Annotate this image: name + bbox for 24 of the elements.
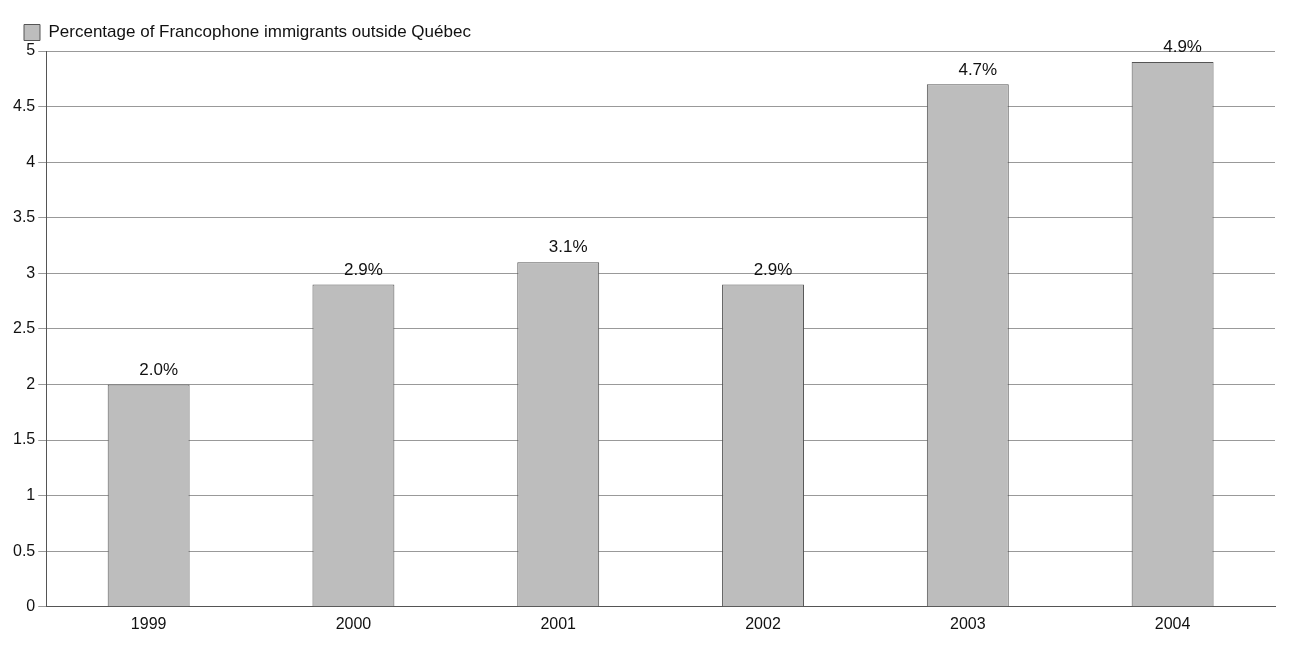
y-tick-label: 0.5 [12, 541, 36, 559]
data-label: 2.9% [753, 259, 793, 279]
y-tick-label: 0 [26, 597, 36, 615]
data-label: 3.1% [548, 237, 588, 257]
y-tick-label: 3 [26, 263, 36, 281]
y-tick-label: 1 [26, 486, 36, 504]
y-tick-label: 3.5 [12, 208, 36, 226]
data-label: 4.9% [1163, 37, 1202, 57]
y-tick-label: 5 [26, 41, 36, 59]
y-tick-label: 4 [26, 152, 36, 170]
x-tick-label: 2000 [335, 614, 372, 632]
x-tick-label: 1999 [130, 614, 167, 632]
y-tick-label: 4.5 [12, 96, 36, 114]
legend-label: Percentage of Francophone immigrants outside Québec [48, 22, 472, 42]
y-tick-label: 2 [26, 374, 36, 392]
data-label: 4.7% [958, 59, 998, 79]
data-label: 2.0% [139, 359, 179, 379]
x-tick-label: 2001 [540, 614, 577, 632]
data-label: 2.9% [344, 259, 383, 279]
x-tick-label: 2002 [745, 614, 781, 632]
x-tick-label: 2004 [1154, 614, 1191, 632]
x-tick-label: 2003 [950, 614, 986, 632]
y-tick-label: 2.5 [12, 319, 36, 337]
y-tick-label: 1.5 [12, 430, 36, 448]
